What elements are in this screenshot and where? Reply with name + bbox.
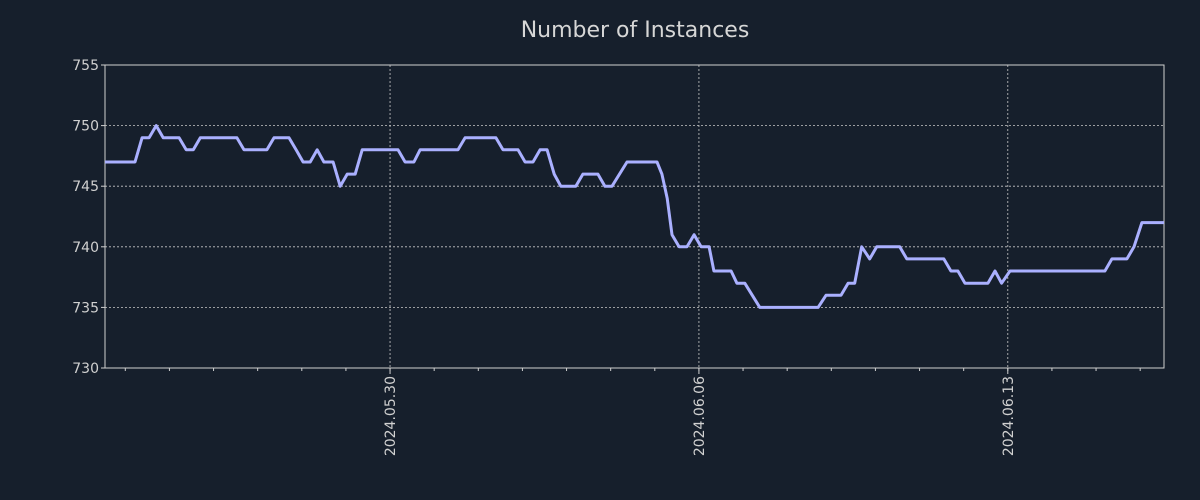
- x-tick-label: 2024.05.30: [383, 376, 399, 456]
- y-tick-label: 730: [72, 361, 99, 377]
- plot-frame: [104, 64, 1165, 369]
- grid: [105, 65, 1164, 368]
- y-tick-label: 740: [72, 240, 99, 256]
- x-tick-label: 2024.06.06: [692, 376, 708, 456]
- y-tick-label: 745: [72, 179, 99, 195]
- x-tick-label: 2024.06.13: [1001, 376, 1017, 456]
- y-tick-label: 735: [72, 300, 99, 316]
- y-tick-label: 750: [72, 119, 99, 135]
- axes: 730 735 740 745 750 755 2024.05.30 2024.06.06 20…: [72, 58, 1165, 456]
- chart-title: Number of Instances: [521, 18, 750, 43]
- series-line-group: [105, 124, 1164, 309]
- y-tick-label: 755: [72, 58, 99, 74]
- series-line-number-of-instances: [105, 124, 1164, 309]
